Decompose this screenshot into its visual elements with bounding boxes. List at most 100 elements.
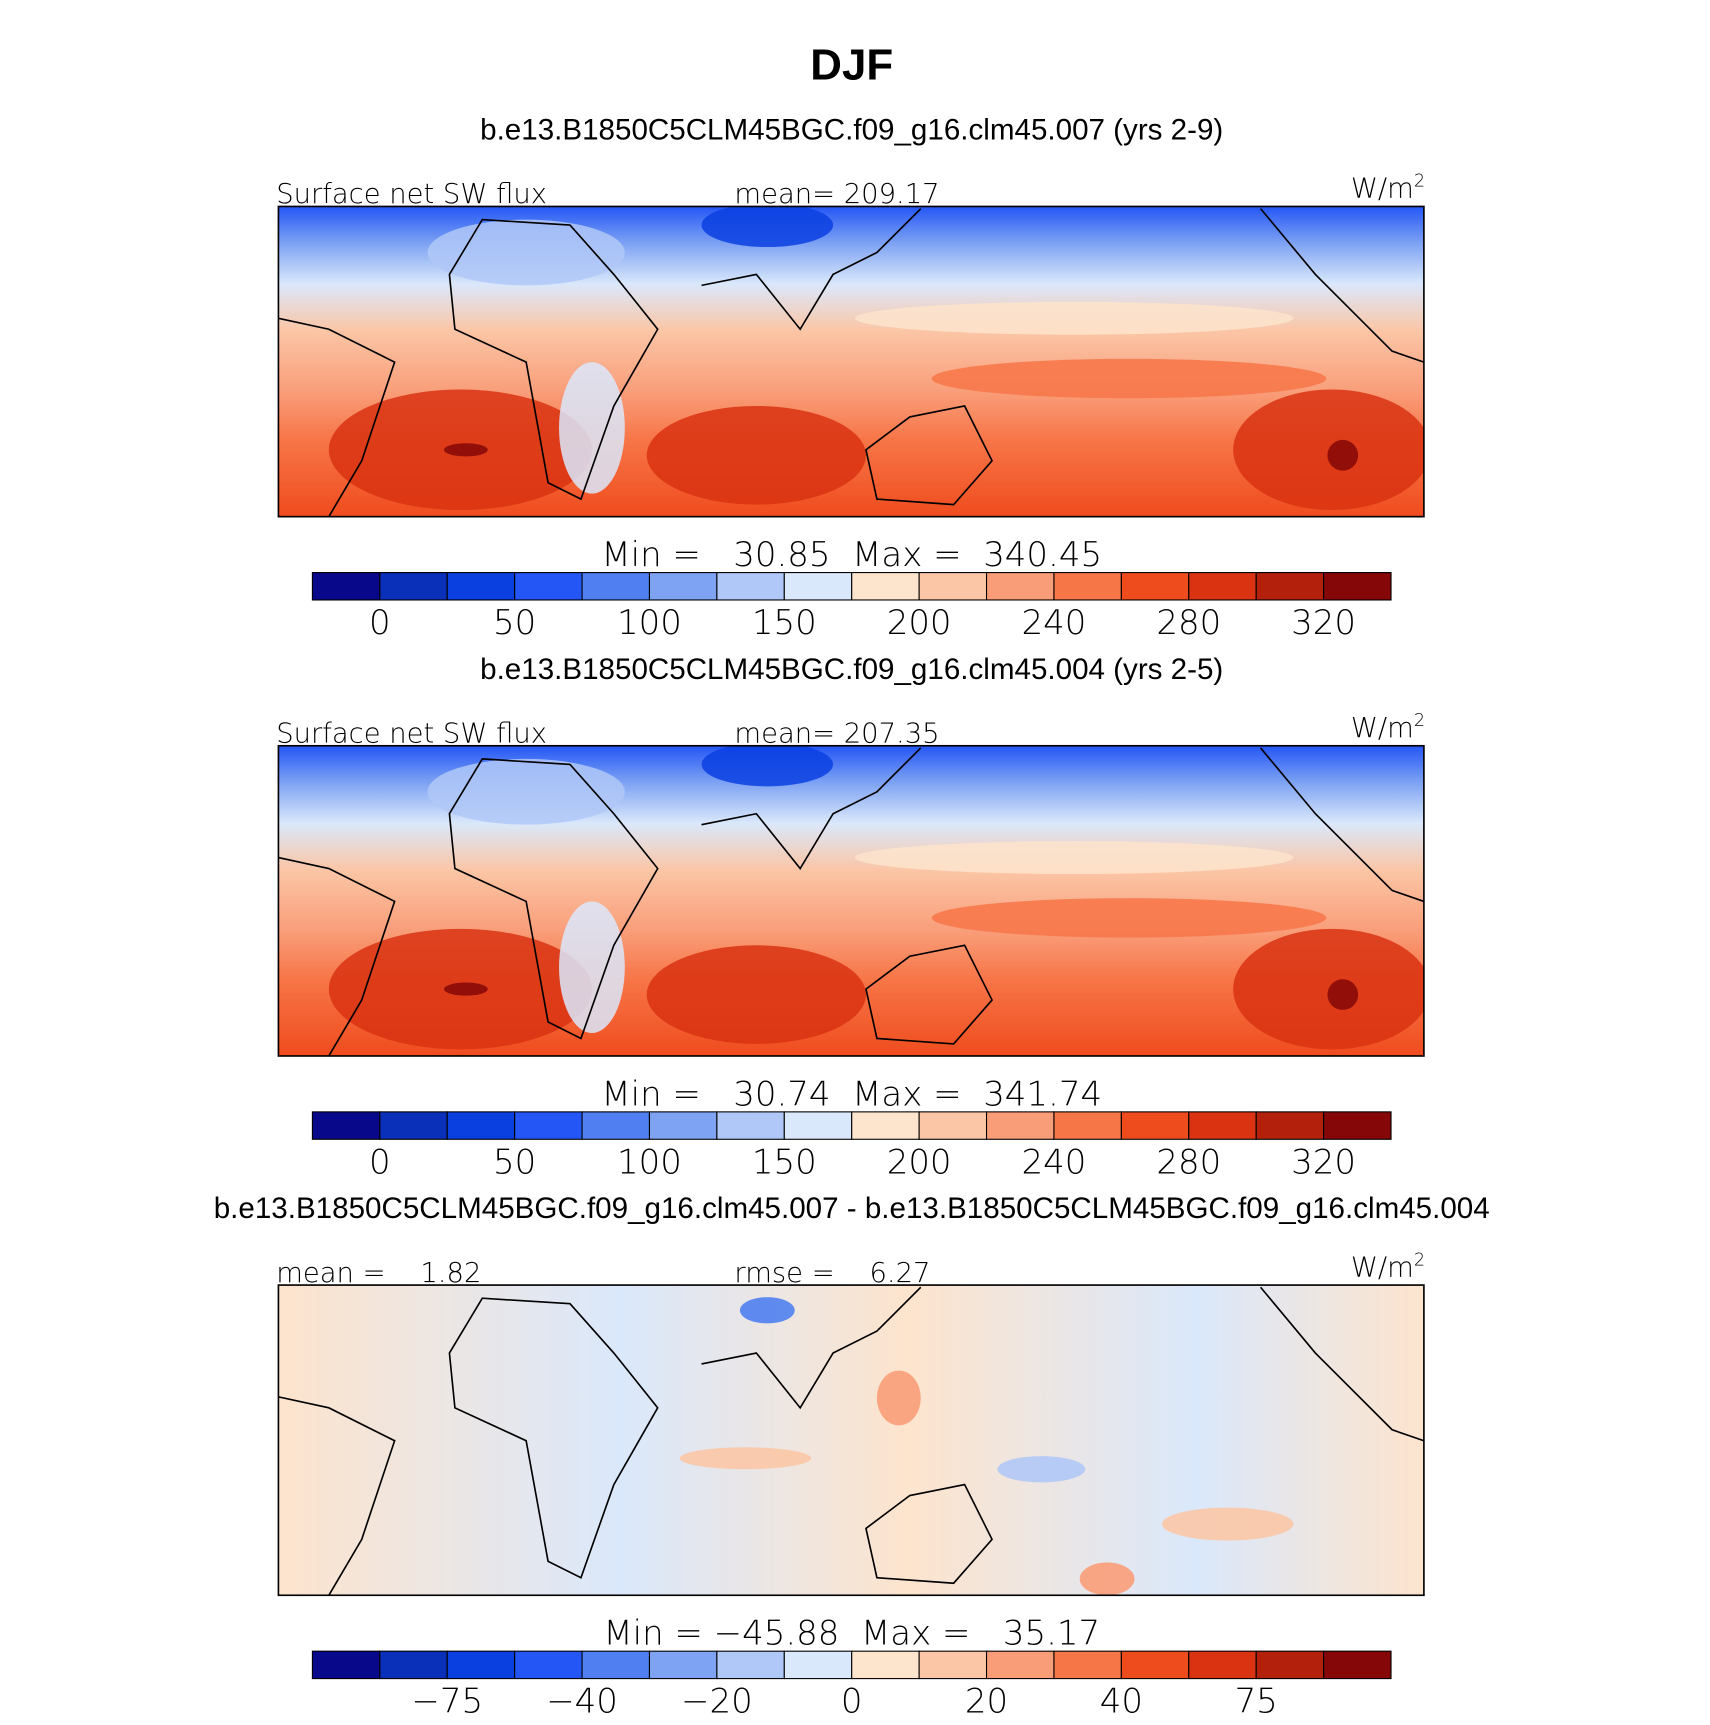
min-max-label: Min = 30.74 Max = 341.74 [601, 1074, 1102, 1114]
field-blob [739, 1297, 795, 1324]
colorbar-swatch [648, 1650, 718, 1680]
colorbar-swatch [648, 572, 718, 601]
field-blob [1327, 979, 1359, 1010]
units-label: W/m2 [1351, 1250, 1425, 1283]
colorbar-tick-label: 320 [1291, 1142, 1356, 1182]
units-sup: 2 [1414, 711, 1425, 731]
colorbar-swatch [1188, 1650, 1257, 1680]
field-blob [1327, 439, 1359, 471]
colorbar-tick-label: 50 [493, 603, 536, 643]
field-blob [679, 1447, 812, 1470]
colorbar-tick-label: 320 [1291, 603, 1356, 643]
field-blob [427, 758, 625, 825]
field-blob [931, 358, 1327, 399]
colorbar-swatch [1255, 1111, 1325, 1140]
colorbar-swatch [985, 1650, 1055, 1680]
field-blob [427, 219, 625, 286]
field-blob [1079, 1562, 1135, 1596]
units-label: W/m2 [1351, 172, 1425, 205]
colorbar-swatch [1053, 572, 1122, 601]
colorbar-tick-label: −20 [681, 1682, 753, 1722]
field-blob [443, 443, 488, 457]
colorbar-tick-label: 240 [1022, 603, 1087, 643]
colorbar-swatch [1323, 572, 1392, 601]
field-blob [876, 1370, 921, 1426]
left-label: Surface net SW flux [276, 718, 547, 749]
map-field [278, 206, 1424, 517]
colorbar-swatch [716, 1650, 785, 1680]
colorbar-swatch [918, 572, 988, 601]
coastline [278, 747, 1425, 1057]
colorbar-tick-label: 50 [493, 1142, 536, 1182]
panel-subtitle: b.e13.B1850C5CLM45BGC.f09_g16.clm45.004 … [480, 653, 1223, 686]
field-blob [701, 206, 834, 248]
colorbar-tick-label: 20 [965, 1682, 1008, 1722]
field-blob [997, 1456, 1086, 1483]
field-blob [855, 841, 1294, 875]
colorbar-swatch [918, 1650, 988, 1680]
left-label: mean = 1.82 [276, 1258, 481, 1289]
panel-subtitle: b.e13.B1850C5CLM45BGC.f09_g16.clm45.007 … [480, 114, 1223, 147]
colorbar-swatch [1323, 1111, 1392, 1140]
units-base: W/m [1351, 1252, 1414, 1283]
field-blob [1161, 1507, 1294, 1541]
colorbar-swatch [514, 1111, 583, 1140]
map-panel [277, 1284, 1425, 1597]
left-label: Surface net SW flux [276, 179, 547, 210]
colorbar-swatch [783, 1111, 853, 1140]
colorbar-tick-label: 0 [369, 1142, 391, 1182]
units-base: W/m [1351, 174, 1414, 205]
colorbar-tick-label: 40 [1100, 1682, 1143, 1722]
units-sup: 2 [1414, 1250, 1425, 1270]
colorbar-tick-label: 200 [887, 1142, 952, 1182]
colorbar-tick-label: −40 [546, 1682, 618, 1722]
colorbar-swatch [985, 1111, 1055, 1140]
coastline [278, 1286, 1425, 1596]
colorbar-swatch [851, 1650, 920, 1680]
field-blob [931, 898, 1327, 938]
colorbar-swatch [581, 1111, 651, 1140]
colorbar-swatch [1323, 1650, 1392, 1680]
colorbar-swatch [1120, 1111, 1190, 1140]
field-blob [559, 901, 625, 1033]
colorbar-tick-label: 0 [369, 603, 391, 643]
colorbar-swatch [783, 572, 853, 601]
map-panel [277, 744, 1425, 1057]
colorbar-swatch [985, 572, 1055, 601]
colorbar-swatch [311, 1650, 381, 1680]
colorbar-swatch [648, 1111, 718, 1140]
colorbar-swatch [1255, 1650, 1325, 1680]
colorbar-tick-label: 280 [1156, 1142, 1221, 1182]
map-frame [277, 744, 1425, 1057]
colorbar-swatch [514, 572, 583, 601]
figure-title: DJF [810, 40, 893, 89]
center-label: mean= 209.17 [734, 179, 939, 210]
map-field [278, 1285, 1424, 1596]
field-blob [701, 745, 834, 787]
colorbar-swatch [1120, 1650, 1190, 1680]
center-label: rmse = 6.27 [734, 1258, 930, 1289]
colorbar-tick-label: 75 [1235, 1682, 1278, 1722]
colorbar-tick-label: 150 [752, 1142, 817, 1182]
map-field [278, 745, 1424, 1056]
colorbar-tick-label: 0 [841, 1682, 863, 1722]
coastline [278, 208, 1425, 518]
map-frame [277, 1284, 1425, 1597]
colorbar-swatch [716, 1111, 785, 1140]
colorbar-swatch [851, 1111, 920, 1140]
units-label: W/m2 [1351, 711, 1425, 744]
colorbar-tick-label: 280 [1156, 603, 1221, 643]
colorbar-swatch [783, 1650, 853, 1680]
map-panel [277, 205, 1425, 518]
panel-subtitle: b.e13.B1850C5CLM45BGC.f09_g16.clm45.007 … [214, 1192, 1490, 1225]
colorbar-swatch [311, 1111, 381, 1140]
colorbar-tick-label: 200 [887, 603, 952, 643]
colorbar-swatch [514, 1650, 583, 1680]
field-blob [559, 362, 625, 494]
colorbar-swatch [851, 572, 920, 601]
colorbar-swatch [581, 572, 651, 601]
colorbar-swatch [1120, 572, 1190, 601]
center-label: mean= 207.35 [734, 718, 939, 749]
colorbar-swatch [446, 1650, 516, 1680]
